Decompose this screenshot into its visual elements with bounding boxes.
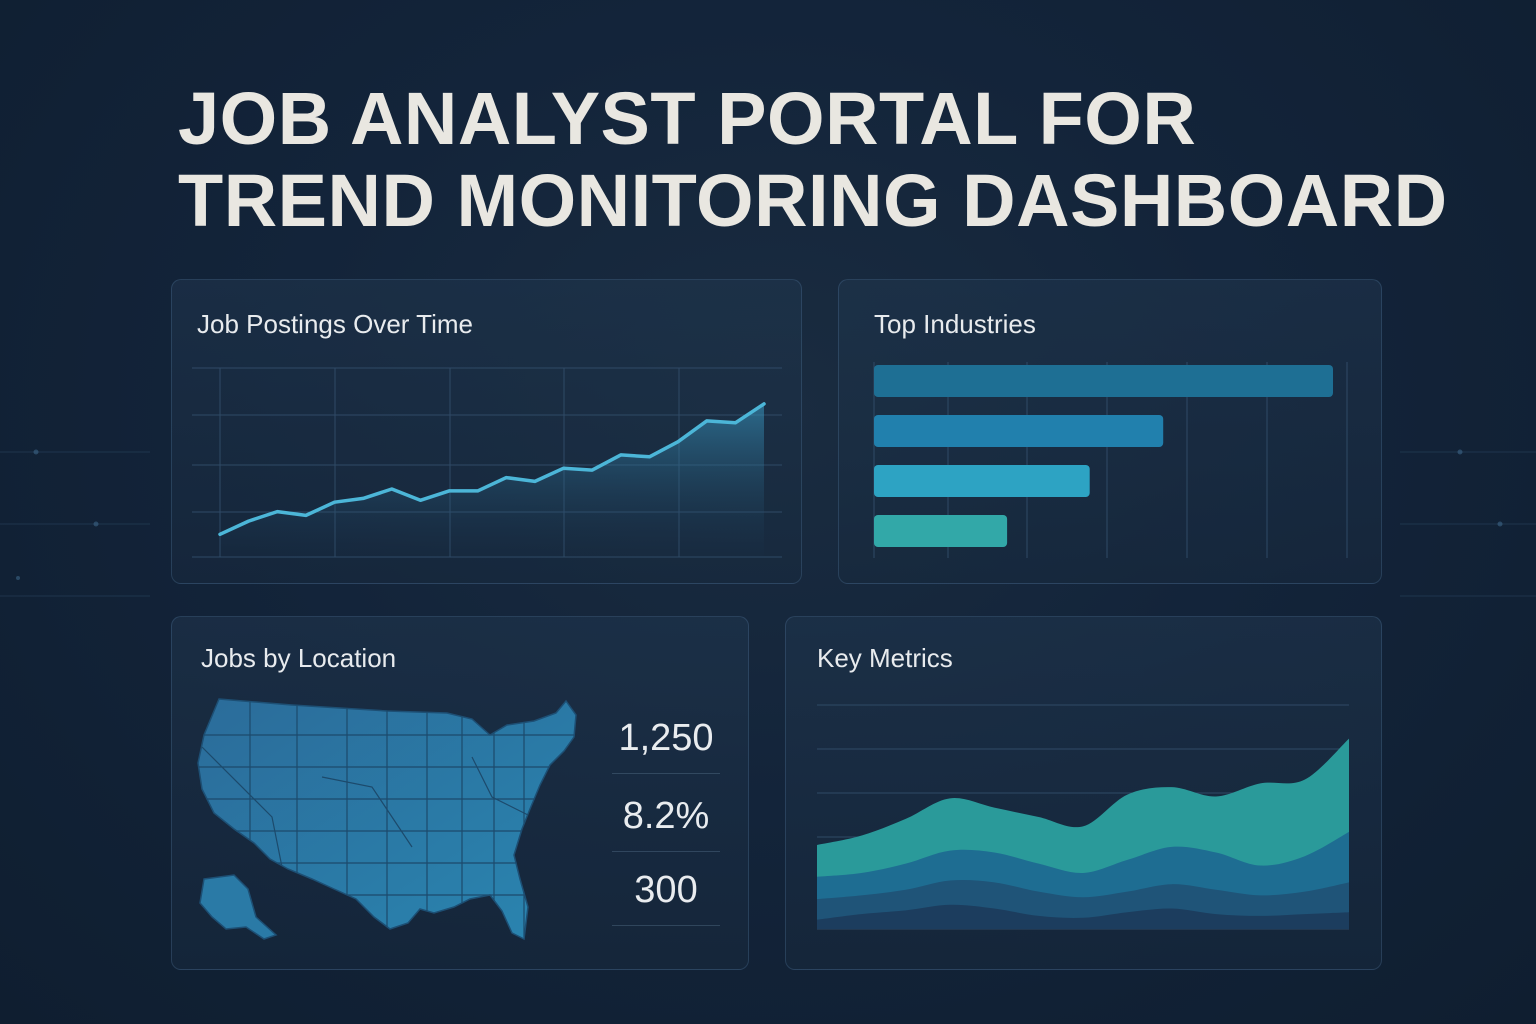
- top-industries-title: Top Industries: [874, 309, 1036, 339]
- job-postings-chart: [192, 367, 782, 558]
- top-industries-chart: [873, 362, 1348, 558]
- stat-divider: [612, 925, 720, 926]
- page-title: JOB ANALYST PORTAL FOR TREND MONITORING …: [178, 78, 1448, 242]
- job-postings-title: Job Postings Over Time: [197, 309, 473, 339]
- industry-bar: [874, 515, 1008, 547]
- page-title-line-1: JOB ANALYST PORTAL FOR: [178, 77, 1197, 160]
- job-postings-card: Job Postings Over Time: [171, 279, 802, 584]
- metric-layer-1: [817, 904, 1349, 929]
- jobs-by-location-card: Jobs by Location: [171, 616, 749, 970]
- stat-divider: [612, 773, 720, 774]
- job-postings-area: [220, 403, 764, 557]
- top-industries-card: Top Industries: [838, 279, 1382, 584]
- jobs-by-location-title: Jobs by Location: [201, 643, 397, 673]
- stat-divider: [612, 851, 720, 852]
- key-metrics-card: Key Metrics: [785, 616, 1382, 970]
- us-map-state-borders: [198, 699, 576, 937]
- industry-bar: [874, 365, 1333, 397]
- stat-locations: 300: [634, 869, 698, 911]
- key-metrics-title: Key Metrics: [817, 643, 953, 673]
- industry-bar: [874, 465, 1090, 497]
- us-map-alaska: [199, 874, 278, 940]
- job-postings-line: [218, 402, 766, 537]
- key-metrics-chart: [817, 704, 1349, 930]
- stat-total-jobs: 1,250: [618, 717, 714, 759]
- industry-bar: [874, 415, 1164, 447]
- stat-growth-rate: 8.2%: [622, 795, 710, 837]
- page-title-line-2: TREND MONITORING DASHBOARD: [178, 159, 1448, 242]
- us-map: [197, 698, 577, 941]
